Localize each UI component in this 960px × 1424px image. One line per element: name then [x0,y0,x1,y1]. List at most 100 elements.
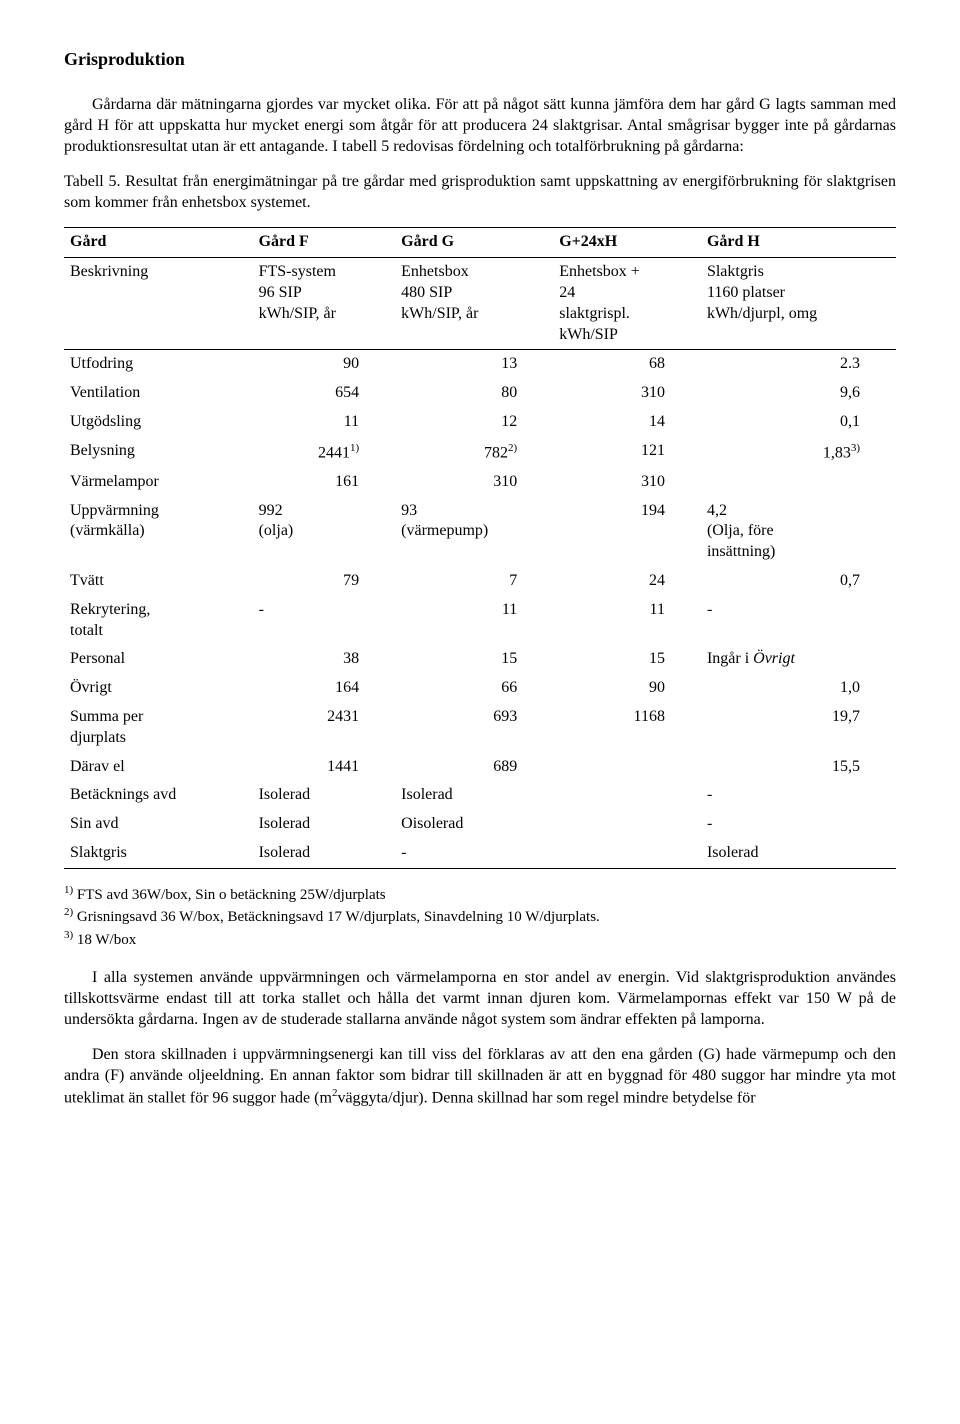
footnote-marker: 1) [64,884,73,896]
intro-paragraph: Gårdarna där mätningarna gjordes var myc… [64,95,896,157]
row-label: Därav el [64,753,253,782]
sub-f: FTS-system 96 SIP kWh/SIP, år [253,258,396,350]
table-cell: - [395,839,553,868]
table-cell: 66 [395,674,553,703]
table-cell: Ingår i Övrigt [701,645,896,674]
table-cell: 11 [253,408,396,437]
table-cell: 0,7 [701,567,896,596]
table-cell: 13 [395,350,553,379]
table-cell: 24411) [253,437,396,468]
table-row: Belysning24411)7822)1211,833) [64,437,896,468]
row-label: Tvätt [64,567,253,596]
table-cell: 992 (olja) [253,497,396,567]
table-cell: 1441 [253,753,396,782]
col-gard-f: Gård F [253,228,396,258]
table-row: Värmelampor161310310 [64,468,896,497]
results-table: Gård Gård F Gård G G+24xH Gård H Beskriv… [64,227,896,868]
table-cell: 310 [553,379,701,408]
footnote-marker: 3) [64,929,73,941]
table-cell: Isolerad [701,839,896,868]
table-cell: 164 [253,674,396,703]
table-cell: Oisolerad [395,810,553,839]
table-row: Personal381515Ingår i Övrigt [64,645,896,674]
footnote-text: FTS avd 36W/box, Sin o betäckning 25W/dj… [73,887,385,903]
col-gard-h: Gård H [701,228,896,258]
table-row: Tvätt797240,7 [64,567,896,596]
row-label: Personal [64,645,253,674]
table-cell: 0,1 [701,408,896,437]
table-cell: - [253,596,396,646]
table-cell: Isolerad [253,839,396,868]
table-row: Därav el144168915,5 [64,753,896,782]
table-row: Utfodring9013682.3 [64,350,896,379]
col-gard: Gård [64,228,253,258]
table-cell: 2431 [253,703,396,753]
col-gard-g: Gård G [395,228,553,258]
table-row: Summa per djurplats2431693116819,7 [64,703,896,753]
footnotes: 1) FTS avd 36W/box, Sin o betäckning 25W… [64,883,896,951]
row-label: Utfodring [64,350,253,379]
table-cell [553,810,701,839]
table-cell: 1,833) [701,437,896,468]
table-row: Ventilation654803109,6 [64,379,896,408]
table-cell: 80 [395,379,553,408]
table-cell [553,781,701,810]
table-cell [553,839,701,868]
table-cell: 38 [253,645,396,674]
table-cell: 11 [553,596,701,646]
table-row: SlaktgrisIsolerad-Isolerad [64,839,896,868]
row-label: Övrigt [64,674,253,703]
body-paragraph: Den stora skillnaden i uppvärmningsenerg… [64,1045,896,1110]
table-cell: 121 [553,437,701,468]
table-caption: Tabell 5. Resultat från energimätningar … [64,172,896,214]
table-cell: 1,0 [701,674,896,703]
row-label: Sin avd [64,810,253,839]
footnote-text: 18 W/box [73,932,136,948]
body-paragraph: I alla systemen använde uppvärmningen oc… [64,968,896,1030]
table-cell: 2.3 [701,350,896,379]
sub-beskrivning: Beskrivning [64,258,253,350]
table-cell: 11 [395,596,553,646]
row-label: Summa per djurplats [64,703,253,753]
row-label: Rekrytering, totalt [64,596,253,646]
table-row: Sin avdIsoleradOisolerad- [64,810,896,839]
row-label: Ventilation [64,379,253,408]
table-cell: 194 [553,497,701,567]
table-row: Rekrytering, totalt-1111- [64,596,896,646]
table-cell: 24 [553,567,701,596]
row-label: Värmelampor [64,468,253,497]
row-label: Belysning [64,437,253,468]
table-cell: - [701,596,896,646]
table-row: Uppvärmning (värmkälla)992 (olja)93 (vär… [64,497,896,567]
table-cell: - [701,810,896,839]
sub-h: Slaktgris 1160 platser kWh/djurpl, omg [701,258,896,350]
row-label: Utgödsling [64,408,253,437]
table-cell: 689 [395,753,553,782]
table-cell: 7822) [395,437,553,468]
table-cell: 4,2 (Olja, före insättning) [701,497,896,567]
row-label: Slaktgris [64,839,253,868]
table-cell: 310 [395,468,553,497]
footnote-text: Grisningsavd 36 W/box, Betäckningsavd 17… [73,909,600,925]
table-cell: 654 [253,379,396,408]
footnote-marker: 2) [64,906,73,918]
table-cell: Isolerad [395,781,553,810]
table-cell: 90 [253,350,396,379]
sub-g24: Enhetsbox + 24 slaktgrispl. kWh/SIP [553,258,701,350]
table-cell: Isolerad [253,781,396,810]
table-row: Utgödsling1112140,1 [64,408,896,437]
table-cell: 1168 [553,703,701,753]
table-cell: 693 [395,703,553,753]
table-header-row: Gård Gård F Gård G G+24xH Gård H [64,228,896,258]
table-cell: 15 [395,645,553,674]
table-subhead-row: Beskrivning FTS-system 96 SIP kWh/SIP, å… [64,258,896,350]
table-cell: 15 [553,645,701,674]
table-row: Övrigt16466901,0 [64,674,896,703]
table-cell: - [701,781,896,810]
col-g24xh: G+24xH [553,228,701,258]
table-cell: 9,6 [701,379,896,408]
table-cell [701,468,896,497]
section-title: Grisproduktion [64,48,896,71]
table-cell: 19,7 [701,703,896,753]
table-cell: 7 [395,567,553,596]
